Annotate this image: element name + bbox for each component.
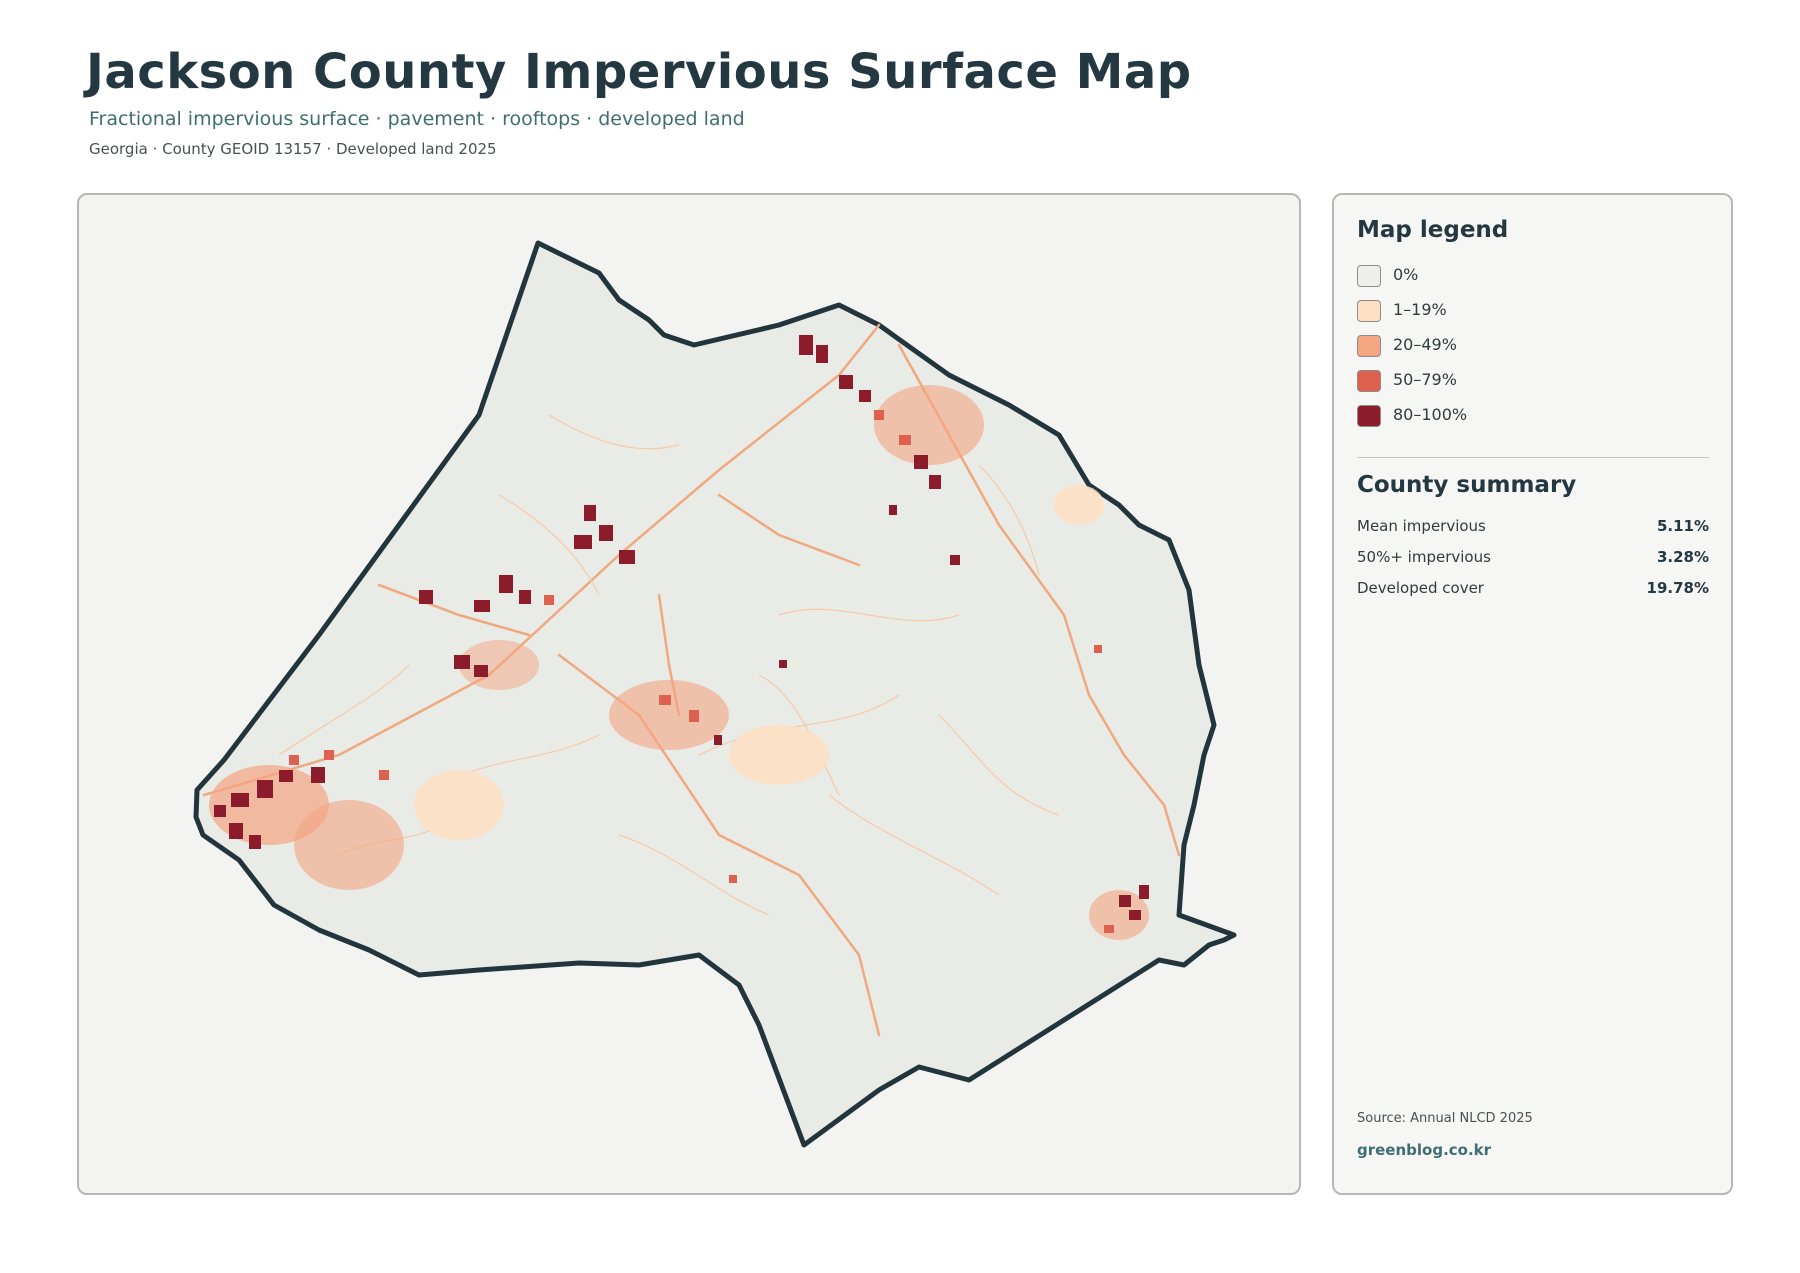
legend-swatch-4 — [1357, 405, 1381, 427]
legend-swatch-0 — [1357, 265, 1381, 287]
legend-swatch-3 — [1357, 370, 1381, 392]
legend-item: 0% — [1357, 265, 1467, 300]
high-impervious-blocks — [214, 335, 1149, 920]
legend-item: 1–19% — [1357, 300, 1467, 335]
legend-item: 20–49% — [1357, 335, 1467, 370]
summary-row: Developed cover 19.78% — [1357, 579, 1709, 610]
summary-value: 5.11% — [1656, 517, 1709, 535]
legend-label: 50–79% — [1393, 370, 1457, 389]
legend-title: Map legend — [1357, 217, 1509, 243]
legend-swatch-2 — [1357, 335, 1381, 357]
page-subtitle: Fractional impervious surface · pavement… — [89, 108, 745, 130]
site-link[interactable]: greenblog.co.kr — [1357, 1141, 1492, 1159]
legend-item: 50–79% — [1357, 370, 1467, 405]
legend-list: 0% 1–19% 20–49% 50–79% 80–100% — [1357, 265, 1467, 440]
summary-row: Mean impervious 5.11% — [1357, 517, 1709, 548]
page-title: Jackson County Impervious Surface Map — [86, 44, 1192, 100]
mid-impervious-blocks — [289, 410, 1114, 933]
summary-value: 19.78% — [1646, 579, 1709, 597]
summary-row: 50%+ impervious 3.28% — [1357, 548, 1709, 579]
summary-label: Developed cover — [1357, 579, 1484, 597]
summary-label: 50%+ impervious — [1357, 548, 1491, 566]
legend-item: 80–100% — [1357, 405, 1467, 440]
page-meta: Georgia · County GEOID 13157 · Developed… — [89, 140, 497, 158]
legend-label: 1–19% — [1393, 300, 1447, 319]
legend-divider — [1357, 457, 1709, 458]
legend-swatch-1 — [1357, 300, 1381, 322]
legend-label: 20–49% — [1393, 335, 1457, 354]
summary-label: Mean impervious — [1357, 517, 1486, 535]
county-map[interactable] — [79, 195, 1301, 1195]
legend-panel: Map legend 0% 1–19% 20–49% 50–79% 80–100… — [1332, 193, 1733, 1195]
source-note: Source: Annual NLCD 2025 — [1357, 1111, 1533, 1126]
minor-roads — [278, 414, 1060, 916]
summary-title: County summary — [1357, 472, 1577, 498]
summary-value: 3.28% — [1656, 548, 1709, 566]
map-panel[interactable]: N — [77, 193, 1301, 1195]
summary-table: Mean impervious 5.11% 50%+ impervious 3.… — [1357, 517, 1709, 610]
legend-label: 80–100% — [1393, 405, 1468, 424]
legend-label: 0% — [1393, 265, 1419, 284]
